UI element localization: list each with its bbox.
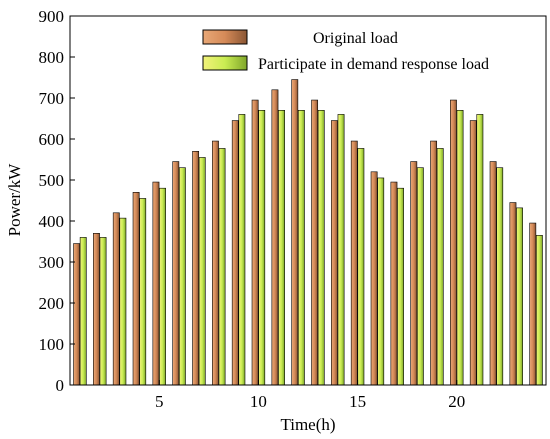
bar-demand-response-load-20 (456, 110, 464, 386)
y-tick-label: 100 (39, 335, 65, 354)
bar-original-load-21 (469, 120, 477, 386)
bar-original-load-18 (410, 161, 418, 386)
bar-demand-response-load-9 (238, 114, 246, 386)
x-tick-label: 15 (349, 392, 366, 411)
bar-original-load-2 (93, 233, 100, 386)
bar-original-load-3 (112, 212, 120, 386)
bar-original-load-7 (192, 151, 200, 386)
bar-demand-response-load-2 (99, 237, 107, 386)
bar-demand-response-load-17 (397, 187, 404, 386)
y-axis-title: Power/kW (5, 163, 24, 237)
bar-original-load-9 (231, 120, 239, 386)
bar-demand-response-load-1 (79, 237, 87, 386)
bar-demand-response-load-14 (337, 114, 345, 386)
bar-demand-response-load-5 (159, 187, 166, 386)
bar-demand-response-load-7 (198, 157, 206, 386)
bar-original-load-4 (132, 192, 140, 386)
x-tick-label: 20 (448, 392, 465, 411)
bar-demand-response-load-24 (535, 235, 543, 386)
bar-demand-response-load-11 (278, 110, 285, 386)
bar-original-load-14 (331, 120, 338, 386)
y-tick-label: 400 (39, 212, 65, 231)
legend-swatch-original (202, 29, 248, 45)
plot-frame (69, 15, 547, 386)
y-tick-label: 800 (39, 48, 65, 67)
y-tick-label: 300 (39, 253, 65, 272)
bar-demand-response-load-23 (516, 207, 523, 386)
bar-original-load-24 (529, 222, 537, 386)
bar-demand-response-load-22 (496, 167, 504, 386)
bar-original-load-16 (370, 171, 378, 386)
x-axis-title: Time(h) (280, 415, 335, 434)
y-tick-label: 700 (39, 89, 65, 108)
bar-original-load-20 (450, 99, 457, 386)
bar-original-load-17 (390, 181, 398, 386)
y-tick-label: 200 (39, 294, 65, 313)
bar-demand-response-load-8 (218, 148, 226, 386)
bar-demand-response-load-4 (139, 198, 147, 386)
bar-original-load-5 (152, 181, 160, 386)
x-tick-label: 10 (250, 392, 267, 411)
y-tick-label: 900 (39, 7, 65, 26)
bar-original-load-10 (251, 99, 259, 386)
legend-label-response: Participate in demand response load (258, 56, 489, 73)
bar-original-load-8 (212, 140, 219, 386)
bar-demand-response-load-6 (178, 167, 186, 386)
bar-original-load-15 (350, 140, 358, 386)
y-tick-label: 0 (56, 376, 65, 395)
bar-demand-response-load-16 (377, 177, 385, 386)
bar-demand-response-load-18 (416, 167, 424, 386)
bar-demand-response-load-19 (436, 148, 444, 386)
bar-original-load-11 (271, 89, 279, 386)
bar-demand-response-load-12 (297, 110, 305, 386)
bar-demand-response-load-3 (119, 217, 127, 386)
legend-swatch-response (202, 55, 248, 71)
bar-original-load-19 (430, 140, 438, 386)
axis-ticks: 0 100 200 300 400 500 600 700 800 900 5 10 15 20 (39, 7, 466, 411)
legend: Original load Participate in demand resp… (202, 29, 489, 73)
bar-demand-response-load-21 (476, 114, 484, 386)
bar-demand-response-load-15 (357, 148, 365, 386)
bar-original-load-23 (509, 202, 517, 386)
x-tick-label: 5 (155, 392, 164, 411)
y-tick-label: 600 (39, 130, 65, 149)
bar-original-load-6 (172, 161, 180, 386)
legend-label-original: Original load (313, 30, 398, 47)
bar-demand-response-load-10 (258, 110, 266, 386)
bar-original-load-22 (489, 161, 497, 386)
bar-original-load-12 (291, 79, 299, 386)
bar-group (73, 79, 543, 386)
y-tick-label: 500 (39, 171, 65, 190)
bar-demand-response-load-13 (317, 110, 325, 386)
bar-original-load-1 (73, 243, 81, 386)
bar-original-load-13 (311, 99, 319, 386)
